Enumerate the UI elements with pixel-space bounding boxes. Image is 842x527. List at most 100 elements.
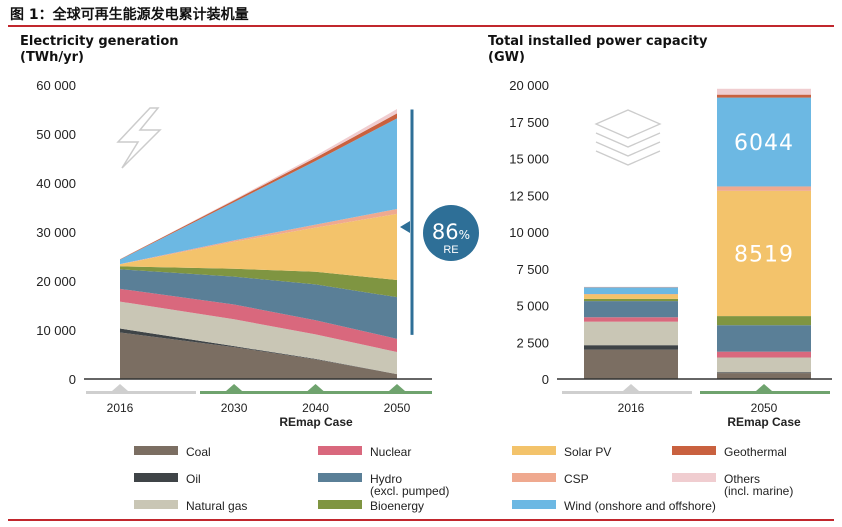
legend-swatch-bio xyxy=(318,500,362,509)
left-chart-title: Electricity generation xyxy=(20,34,179,49)
right-chart-unit: (GW) xyxy=(488,50,525,65)
bar-2050-nuclear xyxy=(717,351,811,358)
legend-swatch-wind xyxy=(512,500,556,509)
bar-value-label: 8519 xyxy=(734,242,794,267)
right-chart-title: Total installed power capacity xyxy=(488,34,708,49)
legend-label-csp: CSP xyxy=(564,472,589,486)
bar-2016-oil xyxy=(584,345,678,350)
y-tick-label: 7 500 xyxy=(516,262,549,277)
lightning-icon xyxy=(116,107,162,169)
y-tick-label: 0 xyxy=(542,372,549,387)
legend-swatch-others xyxy=(672,473,716,482)
y-tick-label: 50 000 xyxy=(36,127,76,142)
y-tick-label: 40 000 xyxy=(36,176,76,191)
bar-2050-bioenergy xyxy=(717,316,811,326)
legend-swatch-nuclear xyxy=(318,446,362,455)
x-tick-label: 2050 xyxy=(384,401,411,415)
bar-2050-others-incl-marine xyxy=(717,88,811,95)
bar-value-label: 6044 xyxy=(734,131,794,156)
bar-2016-bioenergy xyxy=(584,298,678,302)
y-tick-label: 2 500 xyxy=(516,335,549,350)
legend-label-hydro: (excl. pumped) xyxy=(370,484,449,498)
legend-label-geothermal: Geothermal xyxy=(724,445,787,459)
y-tick-label: 20 000 xyxy=(509,78,549,93)
x-tick-label: 2030 xyxy=(221,401,248,415)
bar-2016-wind-onshore-and-offshore xyxy=(584,287,678,295)
area-oil xyxy=(120,328,397,375)
area-coal xyxy=(120,332,397,379)
legend-label-others: Others xyxy=(724,472,760,486)
bar-2050-coal xyxy=(717,373,811,379)
x-tick-label: 2016 xyxy=(107,401,134,415)
axis-band-remap xyxy=(200,391,432,394)
legend-swatch-solar xyxy=(512,446,556,455)
left-area-chart: 60 000 50 000 40 000 30 000 20 000 10 000 0 201… xyxy=(36,78,479,429)
area-solar-pv xyxy=(120,213,397,281)
y-tick-label: 15 000 xyxy=(509,152,549,167)
bar-2050-natural-gas xyxy=(717,357,811,373)
bar-2050-solar-pv xyxy=(717,190,811,317)
legend-label-gas: Natural gas xyxy=(186,499,247,513)
tick-marker-2040 xyxy=(307,384,324,391)
tick-marker-2050 xyxy=(756,384,772,391)
y-tick-label: 10 000 xyxy=(509,225,549,240)
y-tick-label: 60 000 xyxy=(36,78,76,93)
legend-label-coal: Coal xyxy=(186,445,211,459)
re-share-value: 86% xyxy=(432,220,470,244)
y-tick-label: 30 000 xyxy=(36,225,76,240)
legend-label-wind: Wind (onshore and offshore) xyxy=(564,499,716,513)
bar-2050-oil xyxy=(717,372,811,374)
bar-2016-hydro-excl-pumped xyxy=(584,301,678,318)
axis-band-2016 xyxy=(562,391,692,394)
tick-marker-2050 xyxy=(389,384,405,391)
area-bioenergy xyxy=(120,266,397,298)
axis-band-remap xyxy=(700,391,830,394)
bar-2016-nuclear xyxy=(584,317,678,322)
y-tick-label: 17 500 xyxy=(509,115,549,130)
tick-marker-2016 xyxy=(112,384,128,391)
legend-swatch-oil xyxy=(134,473,178,482)
x-tick-label: 2040 xyxy=(302,401,329,415)
tick-marker-2030 xyxy=(226,384,243,391)
re-share-label: RE xyxy=(443,244,458,256)
layers-icon xyxy=(594,109,662,166)
area-csp xyxy=(120,208,397,265)
re-share-bubble xyxy=(423,205,479,261)
area-wind-onshore-and-offshore xyxy=(120,118,397,265)
legend-swatch-gas xyxy=(134,500,178,509)
legend-label-nuclear: Nuclear xyxy=(370,445,411,459)
bar-2016-coal xyxy=(584,349,678,379)
area-nuclear xyxy=(120,288,397,353)
bar-2050-csp xyxy=(717,186,811,191)
legend-swatch-coal xyxy=(134,446,178,455)
tick-marker-2016 xyxy=(623,384,639,391)
axis-band-2016 xyxy=(86,391,196,394)
legend-label-others: (incl. marine) xyxy=(724,484,793,498)
legend-label-hydro: Hydro xyxy=(370,472,402,486)
figure-title: 图 1：全球可再生能源发电累计装机量 xyxy=(10,7,249,23)
y-tick-label: 0 xyxy=(69,372,76,387)
y-tick-label: 20 000 xyxy=(36,274,76,289)
bar-2016-solar-pv xyxy=(584,294,678,299)
area-natural-gas xyxy=(120,301,397,375)
y-tick-label: 5 000 xyxy=(516,299,549,314)
legend-label-solar: Solar PV xyxy=(564,445,611,459)
legend-label-oil: Oil xyxy=(186,472,201,486)
legend: Coal Nuclear Solar PV Geothermal Oil Hydro(ex… xyxy=(134,445,793,513)
legend-label-bio: Bioenergy xyxy=(370,499,424,513)
x-axis-title: REmap Case xyxy=(279,415,353,429)
bar-2016-natural-gas xyxy=(584,321,678,346)
bar-2050-wind-onshore-and-offshore xyxy=(717,97,811,187)
bottom-rule xyxy=(8,519,834,521)
re-share-pointer xyxy=(400,221,410,233)
bar-2050-hydro-excl-pumped xyxy=(717,325,811,352)
area-hydro-excl-pumped xyxy=(120,269,397,339)
legend-swatch-geothermal xyxy=(672,446,716,455)
area-geothermal xyxy=(120,113,397,260)
x-tick-label: 2016 xyxy=(618,401,645,415)
legend-swatch-hydro xyxy=(318,473,362,482)
y-tick-label: 10 000 xyxy=(36,323,76,338)
bar-2050-geothermal xyxy=(717,94,811,98)
x-axis-title: REmap Case xyxy=(727,415,801,429)
